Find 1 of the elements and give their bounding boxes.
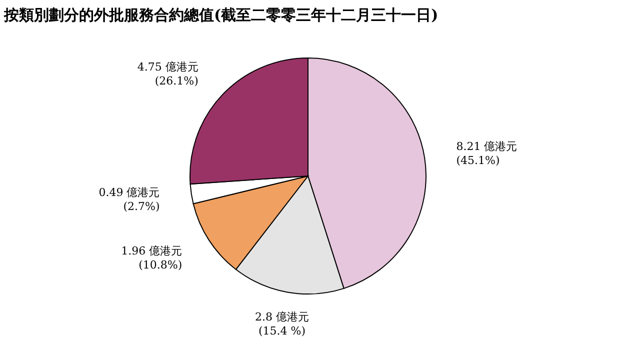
title: 按類別劃分的外批服務合約總值(截至二零零三年十二月三十一日) bbox=[4, 6, 438, 24]
